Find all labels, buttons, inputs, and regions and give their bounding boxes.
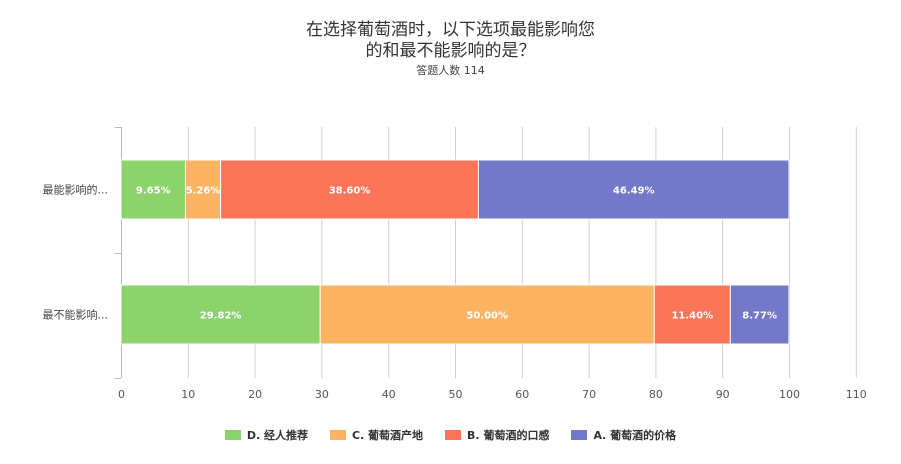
legend-label: D. 经人推荐 — [246, 429, 308, 442]
legend-item[interactable]: D. 经人推荐 — [224, 427, 308, 443]
legend-label: A. 葡萄酒的价格 — [593, 429, 677, 442]
category-label: 最不能影响... — [43, 308, 109, 322]
data-label: 9.65% — [136, 186, 171, 197]
bar-segment — [220, 159, 479, 220]
data-label: 50.00% — [466, 311, 508, 322]
x-tick-label: 70 — [582, 388, 596, 401]
x-tick-label: 0 — [118, 388, 125, 401]
category-label: 最能影响的... — [43, 183, 109, 197]
bar-segment — [319, 284, 655, 345]
legend-swatch — [445, 430, 462, 440]
bar-segment — [477, 159, 790, 220]
legend-swatch — [571, 430, 588, 440]
legend: D. 经人推荐 C. 葡萄酒产地 B. 葡萄酒的口感 A. 葡萄酒的价格 — [0, 427, 901, 443]
chart-title-line-1: 在选择葡萄酒时，以下选项最能影响您 — [306, 20, 595, 40]
x-tick-label: 10 — [181, 388, 195, 401]
legend-item[interactable]: A. 葡萄酒的价格 — [571, 427, 676, 443]
chart-title-line-2: 的和最不能影响的是？ — [365, 41, 536, 61]
bar-segment — [184, 159, 222, 220]
x-tick-label: 100 — [779, 388, 800, 401]
x-tick-label: 60 — [515, 388, 529, 401]
legend-swatch — [329, 430, 346, 440]
data-label: 38.60% — [329, 186, 371, 197]
bar-segment — [120, 284, 321, 345]
bar-segment — [120, 159, 186, 220]
data-label: 46.49% — [613, 186, 655, 197]
x-tick-label: 20 — [248, 388, 262, 401]
legend-item[interactable]: B. 葡萄酒的口感 — [445, 427, 549, 443]
x-tick-label: 110 — [846, 388, 867, 401]
legend-label: C. 葡萄酒产地 — [351, 429, 424, 442]
legend-label: B. 葡萄酒的口感 — [467, 429, 550, 442]
x-tick-label: 50 — [449, 388, 463, 401]
data-label: 11.40% — [671, 311, 713, 322]
x-tick-label: 90 — [716, 388, 730, 401]
chart-subtitle: 答题人数 114 — [416, 64, 485, 77]
x-tick-label: 80 — [649, 388, 663, 401]
data-label: 29.82% — [200, 311, 242, 322]
x-tick-label: 30 — [315, 388, 329, 401]
data-label: 5.26% — [186, 186, 221, 197]
legend-swatch — [224, 430, 241, 440]
legend-item[interactable]: C. 葡萄酒产地 — [329, 427, 424, 443]
bar-segment — [729, 284, 790, 345]
x-tick-label: 40 — [382, 388, 396, 401]
data-label: 8.77% — [742, 311, 777, 322]
